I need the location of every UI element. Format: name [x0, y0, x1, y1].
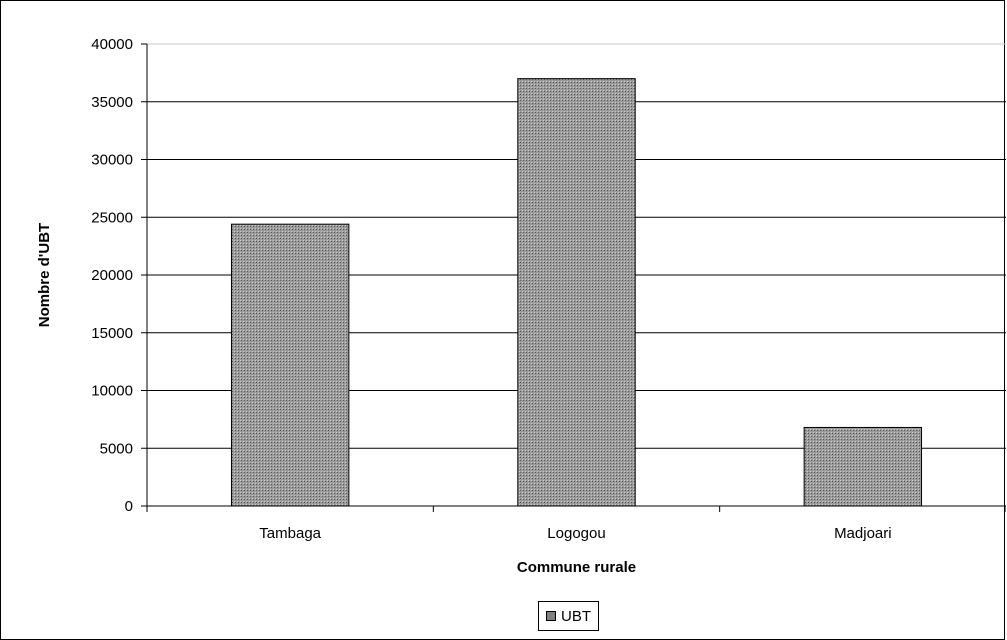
tick-labels: 0 5000 10000 15000 20000 25000 30000 35000 40000… — [91, 36, 891, 542]
bar-logogou — [517, 78, 636, 507]
bar-madjoari — [803, 426, 923, 507]
legend: UBT — [538, 601, 599, 631]
x-tick-label: Madjoari — [834, 525, 892, 542]
axes — [141, 43, 1006, 512]
y-tick-label: 5000 — [100, 440, 133, 457]
y-tick-label: 15000 — [91, 325, 133, 342]
y-tick-label: 20000 — [91, 267, 133, 284]
x-axis-title: Commune rurale — [517, 559, 636, 576]
y-tick-label: 10000 — [91, 383, 133, 400]
x-tick-label: Tambaga — [259, 525, 321, 542]
y-tick-label: 30000 — [91, 152, 133, 169]
bars — [230, 78, 923, 507]
y-tick-label: 0 — [125, 498, 133, 515]
y-tick-label: 25000 — [91, 209, 133, 226]
y-axis-title: Nombre d'UBT — [36, 223, 53, 327]
bar-tambaga — [230, 223, 350, 507]
y-tick-label: 35000 — [91, 94, 133, 111]
legend-label: UBT — [561, 607, 591, 625]
y-tick-label: 40000 — [91, 36, 133, 53]
legend-swatch — [546, 611, 556, 621]
x-tick-label: Logogou — [547, 525, 605, 542]
